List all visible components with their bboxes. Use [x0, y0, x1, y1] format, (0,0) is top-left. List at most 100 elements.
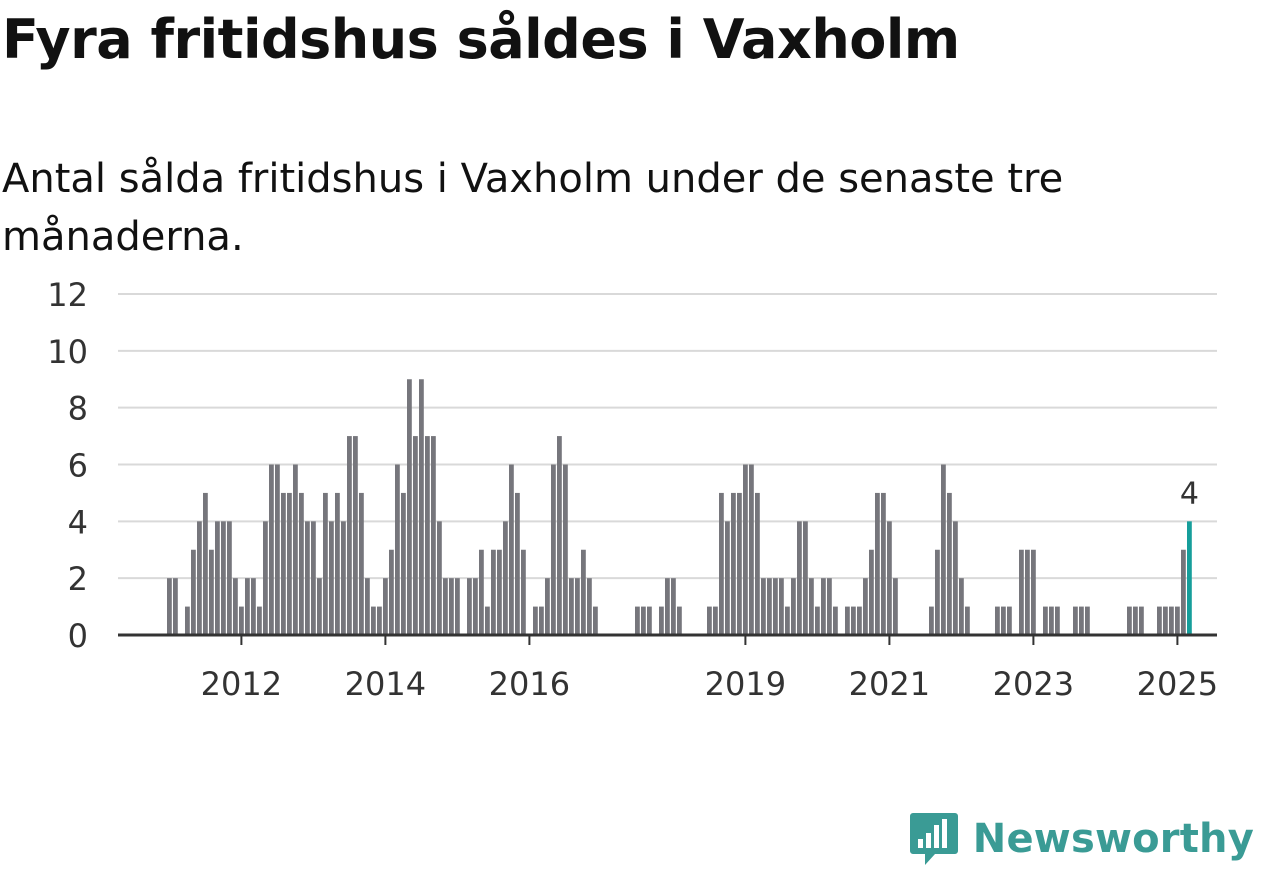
bar-highlighted: [1187, 521, 1192, 635]
bar: [1157, 606, 1162, 635]
bar: [491, 549, 496, 635]
bar: [671, 578, 676, 635]
bar-chart: 0 2 4 6 8 10 12 2012 2014 2016 2019 2021 2023 2025 4: [47, 276, 1218, 703]
bar: [821, 578, 826, 635]
bar: [275, 464, 280, 635]
bar: [329, 521, 334, 635]
last-value-label: 4: [1180, 476, 1199, 511]
bar: [251, 578, 256, 635]
bar: [389, 549, 394, 635]
bar: [1169, 606, 1174, 635]
bar: [215, 521, 220, 635]
bar: [227, 521, 232, 635]
x-tick-label: 2023: [993, 665, 1074, 703]
y-tick-label: 2: [68, 560, 88, 598]
chart-title: Fyra fritidshus såldes i Vaxholm: [2, 8, 960, 71]
bar: [779, 578, 784, 635]
bar: [935, 549, 940, 635]
bar: [797, 521, 802, 635]
newsworthy-logo: Newsworthy: [909, 811, 1254, 867]
bar: [581, 549, 586, 635]
bar: [845, 606, 850, 635]
bar-chart-speech-icon: [909, 813, 958, 865]
bar: [545, 578, 550, 635]
bar: [815, 606, 820, 635]
bar: [707, 606, 712, 635]
bar: [665, 578, 670, 635]
bar: [323, 492, 328, 635]
bar: [929, 606, 934, 635]
bar: [1001, 606, 1006, 635]
bar: [1127, 606, 1132, 635]
chart-subtitle: Antal sålda fritidshus i Vaxholm under d…: [2, 156, 1064, 260]
bar: [575, 578, 580, 635]
bar: [341, 521, 346, 635]
bar: [953, 521, 958, 635]
bar: [449, 578, 454, 635]
bar: [1025, 549, 1030, 635]
y-tick-label: 6: [68, 447, 88, 485]
y-tick-label: 8: [68, 390, 88, 428]
bar: [431, 436, 436, 635]
x-tick-label: 2014: [345, 665, 426, 703]
bar: [515, 492, 520, 635]
bar: [167, 578, 172, 635]
bar: [773, 578, 778, 635]
bar: [413, 436, 418, 635]
bar: [791, 578, 796, 635]
bar: [677, 606, 682, 635]
bar: [833, 606, 838, 635]
bar: [197, 521, 202, 635]
bar: [311, 521, 316, 635]
bar: [185, 606, 190, 635]
bar: [1043, 606, 1048, 635]
bar: [851, 606, 856, 635]
bar: [353, 436, 358, 635]
y-tick-label: 4: [68, 503, 88, 541]
x-tick-label: 2025: [1137, 665, 1218, 703]
bar: [425, 436, 430, 635]
y-tick-label: 12: [47, 276, 88, 314]
bar: [539, 606, 544, 635]
bar: [1007, 606, 1012, 635]
bar: [1031, 549, 1036, 635]
bar: [1079, 606, 1084, 635]
bars: [167, 379, 1192, 635]
bar: [335, 492, 340, 635]
bar: [767, 578, 772, 635]
y-tick-label: 10: [47, 333, 88, 371]
bar: [287, 492, 292, 635]
bar: [743, 464, 748, 635]
bar: [647, 606, 652, 635]
bar: [173, 578, 178, 635]
bar: [869, 549, 874, 635]
bar: [893, 578, 898, 635]
bar: [827, 578, 832, 635]
bar: [233, 578, 238, 635]
bar: [473, 578, 478, 635]
bar: [401, 492, 406, 635]
bar: [725, 521, 730, 635]
bar: [731, 492, 736, 635]
bar: [557, 436, 562, 635]
bar: [209, 549, 214, 635]
bar: [395, 464, 400, 635]
bar: [659, 606, 664, 635]
bar: [803, 521, 808, 635]
bar: [533, 606, 538, 635]
bar: [995, 606, 1000, 635]
x-axis: 2012 2014 2016 2019 2021 2023 2025: [118, 633, 1218, 703]
bar: [305, 521, 310, 635]
bar: [1019, 549, 1024, 635]
x-tick-label: 2019: [705, 665, 786, 703]
bar: [551, 464, 556, 635]
bar: [941, 464, 946, 635]
bar: [593, 606, 598, 635]
bar: [1085, 606, 1090, 635]
bar: [965, 606, 970, 635]
bar: [383, 578, 388, 635]
bar: [479, 549, 484, 635]
bar: [221, 521, 226, 635]
bar: [569, 578, 574, 635]
bar: [467, 578, 472, 635]
